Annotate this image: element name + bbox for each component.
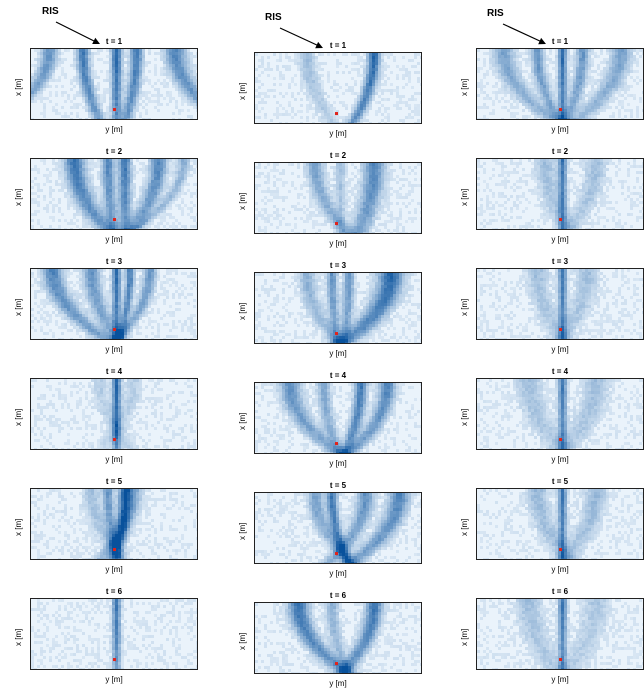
time-step-label: t = 1	[329, 41, 347, 50]
user-position-marker	[113, 658, 116, 662]
beam-heatmap	[254, 162, 422, 234]
beam-heatmap	[476, 268, 644, 340]
x-axis-label: x [m]	[238, 192, 247, 210]
user-position-marker	[113, 218, 116, 222]
y-axis-label: y [m]	[105, 125, 123, 134]
y-axis-label: y [m]	[329, 569, 347, 578]
ris-label: RIS	[42, 6, 59, 17]
time-step-label: t = 3	[105, 257, 123, 266]
y-axis-label: y [m]	[551, 345, 569, 354]
x-axis-label: x [m]	[460, 188, 469, 206]
time-step-label: t = 6	[105, 587, 123, 596]
y-axis-label: y [m]	[105, 455, 123, 464]
x-axis-label: x [m]	[14, 188, 23, 206]
x-axis-label: x [m]	[14, 408, 23, 426]
x-axis-label: x [m]	[14, 78, 23, 96]
x-axis-label: x [m]	[14, 628, 23, 646]
y-axis-label: y [m]	[551, 455, 569, 464]
time-step-label: t = 2	[329, 151, 347, 160]
beam-heatmap	[30, 598, 198, 670]
x-axis-label: x [m]	[460, 408, 469, 426]
time-step-label: t = 1	[551, 37, 569, 46]
user-position-marker	[335, 552, 338, 556]
time-step-label: t = 1	[105, 37, 123, 46]
time-step-label: t = 6	[329, 591, 347, 600]
y-axis-label: y [m]	[329, 349, 347, 358]
ris-arrow	[502, 23, 546, 45]
time-step-label: t = 3	[551, 257, 569, 266]
y-axis-label: y [m]	[105, 675, 123, 684]
beam-heatmap	[476, 48, 644, 120]
time-step-label: t = 5	[105, 477, 123, 486]
time-step-label: t = 4	[105, 367, 123, 376]
user-position-marker	[559, 548, 562, 552]
beam-heatmap	[476, 598, 644, 670]
beam-heatmap	[254, 382, 422, 454]
x-axis-label: x [m]	[14, 298, 23, 316]
time-step-label: t = 3	[329, 261, 347, 270]
x-axis-label: x [m]	[14, 518, 23, 536]
y-axis-label: y [m]	[329, 459, 347, 468]
y-axis-label: y [m]	[329, 239, 347, 248]
user-position-marker	[559, 218, 562, 222]
beam-heatmap	[254, 272, 422, 344]
y-axis-label: y [m]	[551, 675, 569, 684]
y-axis-label: y [m]	[105, 565, 123, 574]
y-axis-label: y [m]	[551, 125, 569, 134]
user-position-marker	[335, 662, 338, 666]
ris-label: RIS	[487, 8, 504, 19]
user-position-marker	[335, 442, 338, 446]
x-axis-label: x [m]	[238, 82, 247, 100]
beam-heatmap	[254, 52, 422, 124]
user-position-marker	[559, 438, 562, 442]
y-axis-label: y [m]	[551, 235, 569, 244]
beam-heatmap	[476, 378, 644, 450]
x-axis-label: x [m]	[238, 632, 247, 650]
x-axis-label: x [m]	[238, 522, 247, 540]
time-step-label: t = 6	[551, 587, 569, 596]
y-axis-label: y [m]	[551, 565, 569, 574]
beam-heatmap	[30, 48, 198, 120]
user-position-marker	[335, 112, 338, 116]
beam-heatmap	[30, 488, 198, 560]
beam-heatmap	[30, 268, 198, 340]
user-position-marker	[113, 438, 116, 442]
time-step-label: t = 4	[329, 371, 347, 380]
beam-heatmap	[30, 378, 198, 450]
x-axis-label: x [m]	[460, 518, 469, 536]
x-axis-label: x [m]	[460, 78, 469, 96]
user-position-marker	[335, 332, 338, 336]
beam-heatmap	[476, 488, 644, 560]
x-axis-label: x [m]	[238, 412, 247, 430]
time-step-label: t = 5	[551, 477, 569, 486]
beam-heatmap	[476, 158, 644, 230]
time-step-label: t = 5	[329, 481, 347, 490]
ris-label: RIS	[265, 12, 282, 23]
user-position-marker	[559, 108, 562, 112]
user-position-marker	[559, 658, 562, 662]
y-axis-label: y [m]	[105, 235, 123, 244]
ris-arrow	[279, 27, 323, 49]
x-axis-label: x [m]	[460, 298, 469, 316]
y-axis-label: y [m]	[105, 345, 123, 354]
time-step-label: t = 2	[551, 147, 569, 156]
time-step-label: t = 2	[105, 147, 123, 156]
user-position-marker	[559, 328, 562, 332]
user-position-marker	[113, 328, 116, 332]
user-position-marker	[335, 222, 338, 226]
beam-heatmap	[254, 492, 422, 564]
user-position-marker	[113, 548, 116, 552]
beam-heatmap	[30, 158, 198, 230]
time-step-label: t = 4	[551, 367, 569, 376]
beam-heatmap	[254, 602, 422, 674]
x-axis-label: x [m]	[238, 302, 247, 320]
y-axis-label: y [m]	[329, 679, 347, 688]
ris-arrow	[55, 21, 100, 44]
user-position-marker	[113, 108, 116, 112]
x-axis-label: x [m]	[460, 628, 469, 646]
y-axis-label: y [m]	[329, 129, 347, 138]
